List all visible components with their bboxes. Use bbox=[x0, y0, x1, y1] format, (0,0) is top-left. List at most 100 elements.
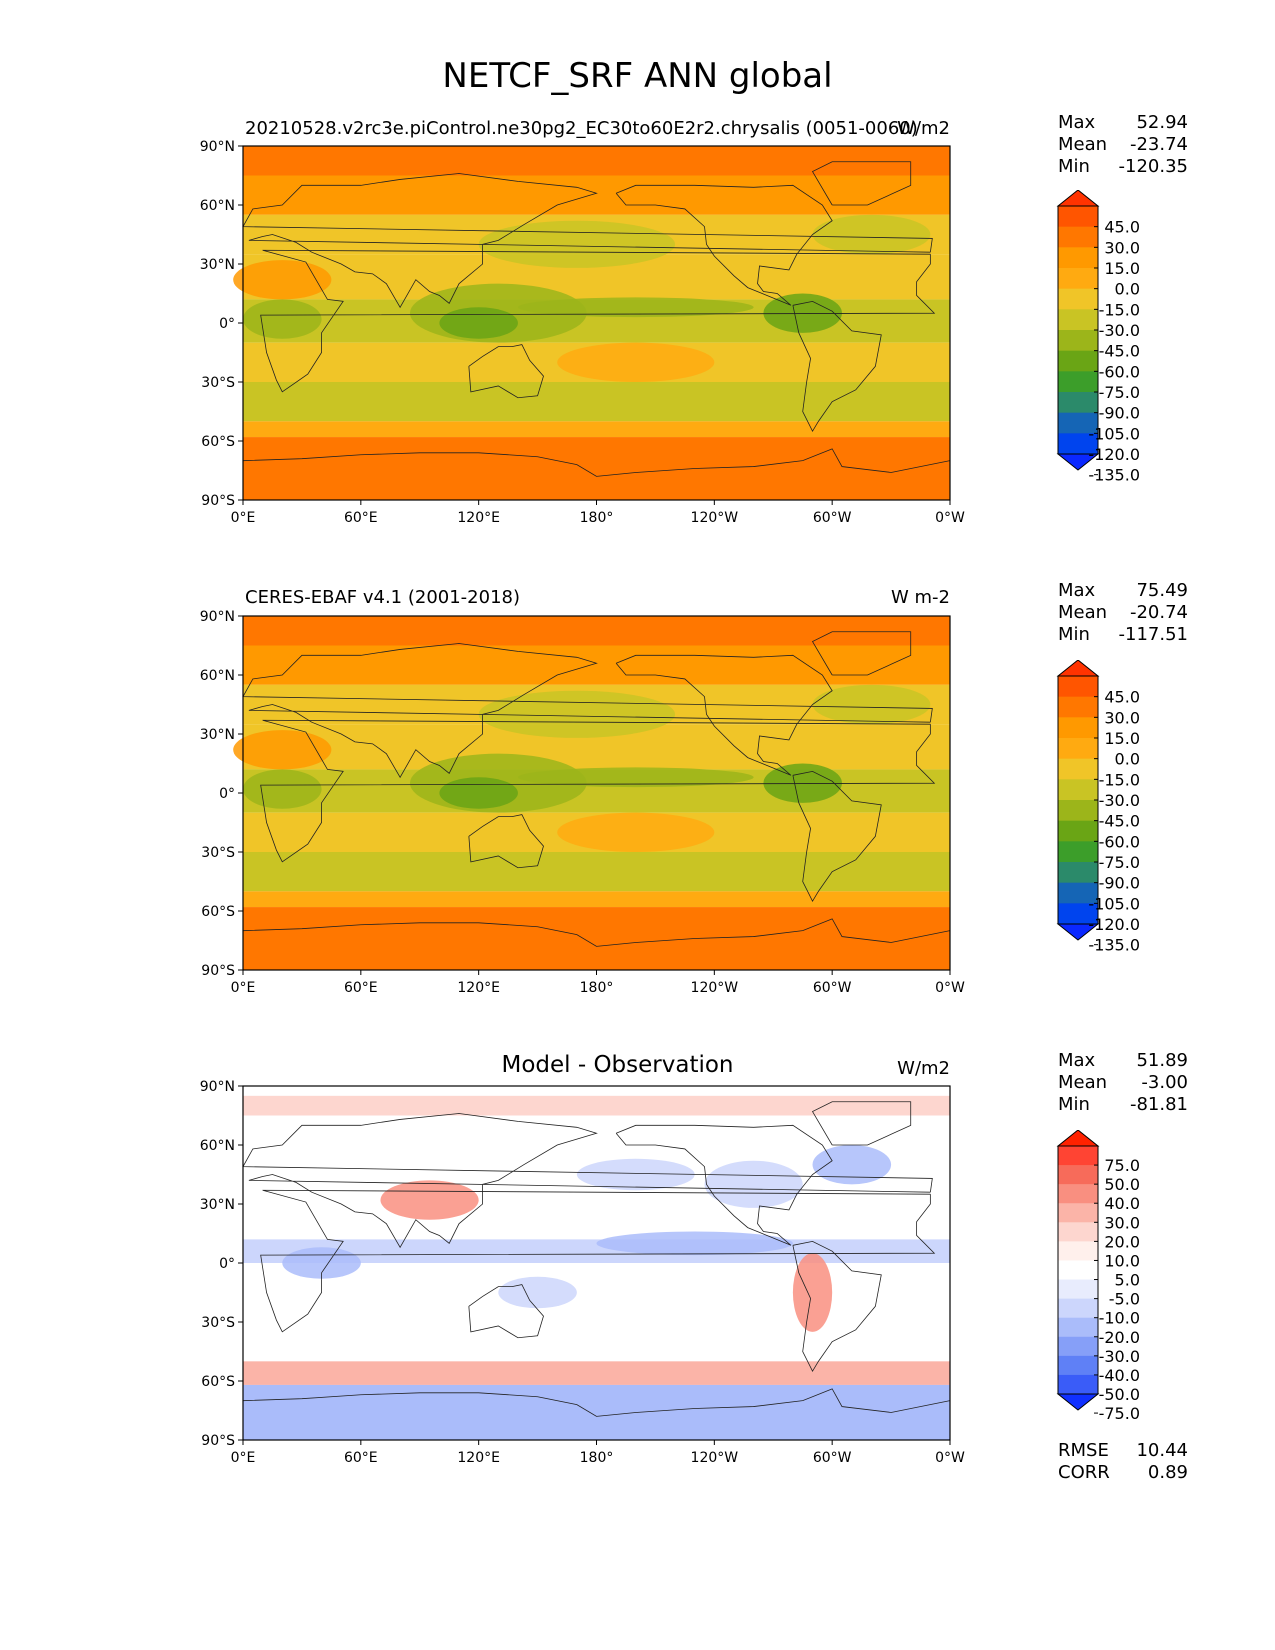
lat-tick-label: 30°N bbox=[200, 727, 235, 743]
band-south-mid bbox=[243, 382, 950, 422]
colorbar-tick-label: -75.0 bbox=[1099, 853, 1140, 872]
colorbar-swatch bbox=[1058, 371, 1098, 393]
coastline-0 bbox=[260, 1189, 936, 1333]
lon-tick-label: 60°E bbox=[344, 980, 378, 996]
sahara-region bbox=[233, 260, 332, 300]
colorbar-tick-label: -75.0 bbox=[1099, 383, 1140, 402]
colorbar-tick-label: 30.0 bbox=[1104, 708, 1140, 727]
lat-tick-label: 90°S bbox=[201, 493, 235, 509]
colorbar-tick-label: -60.0 bbox=[1099, 362, 1140, 381]
colorbar-swatch bbox=[1058, 738, 1098, 760]
lon-tick-label: 120°W bbox=[691, 510, 739, 526]
panel-2-left-title: CERES-EBAF v4.1 (2001-2018) bbox=[245, 587, 521, 608]
colorbar-swatch bbox=[1058, 350, 1098, 372]
colorbar-extend-max bbox=[1056, 660, 1100, 677]
panel-3-mean: -3.00 bbox=[1141, 1072, 1188, 1093]
colorbar-tick-label: -105.0 bbox=[1088, 894, 1140, 913]
colorbar-swatch bbox=[1058, 1165, 1098, 1185]
lat-tick-label: 90°N bbox=[200, 1080, 235, 1095]
itcz-pacific bbox=[517, 297, 754, 318]
coastline-6 bbox=[242, 1388, 951, 1417]
band-antarctic-negative bbox=[243, 1384, 950, 1440]
band-antarctic bbox=[243, 907, 950, 970]
colorbar-swatch bbox=[1058, 1222, 1098, 1242]
rmse-label: RMSE bbox=[1058, 1440, 1109, 1461]
colorbar-tick-label: -135.0 bbox=[1088, 936, 1140, 955]
colorbar-tick-label: 0.0 bbox=[1115, 750, 1140, 769]
panel-1-map: 90°N 60°N 30°N 0° 30°S 60°S 90°S0°E 60°E 120°E 18… bbox=[200, 140, 965, 526]
colorbar-swatch bbox=[1058, 882, 1098, 904]
colorbar-extend-max bbox=[1056, 190, 1100, 207]
panel-2-mean: -20.74 bbox=[1129, 602, 1188, 623]
lat-tick-label: 90°S bbox=[201, 1433, 235, 1449]
colorbar-swatch bbox=[1058, 717, 1098, 739]
colorbar-swatch bbox=[1058, 1355, 1098, 1376]
colorbar-swatch bbox=[1058, 841, 1098, 863]
colorbar-tick-label: -15.0 bbox=[1099, 300, 1140, 319]
colorbar-swatch bbox=[1058, 268, 1098, 290]
lon-tick-label: 60°W bbox=[813, 510, 852, 526]
coastline-0 bbox=[260, 249, 936, 393]
corr-label: CORR bbox=[1058, 1462, 1110, 1483]
colorbar-tick-label: -20.0 bbox=[1099, 1328, 1140, 1347]
colorbar-tick-label: -30.0 bbox=[1099, 321, 1140, 340]
coastline-3 bbox=[792, 300, 882, 432]
colorbar-tick-label: 5.0 bbox=[1115, 1271, 1140, 1290]
colorbar-tick-label: -40.0 bbox=[1099, 1366, 1140, 1385]
lon-tick-label: 180° bbox=[580, 980, 614, 996]
panel-3-map: 90°N 60°N 30°N 0° 30°S 60°S 90°S0°E 60°E 120°E 18… bbox=[200, 1080, 965, 1466]
panel-1-mean-label: Mean bbox=[1058, 134, 1108, 155]
coastline-4 bbox=[468, 1284, 544, 1339]
panel-1-mean: -23.74 bbox=[1129, 134, 1188, 155]
colorbar-swatch bbox=[1058, 1203, 1098, 1223]
panel-1-units: W/m2 bbox=[897, 118, 950, 139]
colorbar-swatch bbox=[1058, 1184, 1098, 1204]
band-antarctic bbox=[243, 437, 950, 500]
coastline-5 bbox=[811, 631, 912, 676]
colorbar-tick-label: 30.0 bbox=[1104, 1213, 1140, 1232]
colorbar-swatch bbox=[1058, 309, 1098, 331]
panel-3-max-label: Max bbox=[1058, 1050, 1096, 1071]
lat-tick-label: 30°S bbox=[201, 375, 235, 391]
colorbar-tick-label: -15.0 bbox=[1099, 770, 1140, 789]
coastline-5 bbox=[811, 1101, 912, 1146]
colorbar-swatch bbox=[1058, 903, 1098, 925]
itcz-negative bbox=[596, 1231, 793, 1256]
panel-2-colorbar: 45.030.0 15.0 0.0-15.0 -30.0 -45.0-60.0 -75.0… bbox=[1056, 660, 1140, 955]
coastline-5 bbox=[811, 161, 912, 206]
coastline-1 bbox=[242, 1113, 933, 1249]
lon-tick-label: 0°W bbox=[935, 980, 965, 996]
colorbar-swatch bbox=[1058, 412, 1098, 434]
lat-tick-label: 0° bbox=[219, 1256, 235, 1272]
lon-tick-label: 120°E bbox=[457, 1450, 500, 1466]
colorbar-tick-label: 50.0 bbox=[1104, 1175, 1140, 1194]
lon-tick-label: 0°W bbox=[935, 1450, 965, 1466]
lat-tick-label: 30°S bbox=[201, 1315, 235, 1331]
coastline-2 bbox=[615, 184, 833, 306]
panel-1-left-title: 20210528.v2rc3e.piControl.ne30pg2_EC30to… bbox=[245, 118, 918, 139]
colorbar-tick-label: 75.0 bbox=[1104, 1156, 1140, 1175]
north-pacific-negative bbox=[576, 1158, 695, 1191]
lon-tick-label: 60°W bbox=[813, 1450, 852, 1466]
coastline-2 bbox=[615, 1124, 833, 1246]
colorbar-tick-label: -30.0 bbox=[1099, 1347, 1140, 1366]
itcz-pacific bbox=[517, 767, 754, 788]
lon-tick-label: 0°E bbox=[231, 980, 256, 996]
colorbar-tick-label: -120.0 bbox=[1088, 445, 1140, 464]
colorbar-tick-label: -105.0 bbox=[1088, 424, 1140, 443]
lat-tick-label: 30°N bbox=[200, 1197, 235, 1213]
colorbar-swatch bbox=[1058, 1298, 1098, 1319]
lat-tick-label: 60°N bbox=[200, 668, 235, 684]
coral-sea-negative bbox=[498, 1276, 577, 1309]
maritime-continent-core bbox=[439, 777, 518, 809]
lat-tick-label: 60°S bbox=[201, 904, 235, 920]
coastline-1 bbox=[242, 173, 933, 309]
tibet-positive bbox=[380, 1180, 479, 1220]
band-southern-ocean bbox=[243, 421, 950, 438]
panel-3-stats: Max 51.89 Mean -3.00 Min -81.81 bbox=[1058, 1050, 1188, 1116]
maritime-continent-core bbox=[439, 307, 518, 339]
coastline-4 bbox=[468, 814, 544, 869]
lat-tick-label: 0° bbox=[219, 786, 235, 802]
colorbar-tick-label: -5.0 bbox=[1109, 1290, 1140, 1309]
lat-tick-label: 60°S bbox=[201, 1374, 235, 1390]
